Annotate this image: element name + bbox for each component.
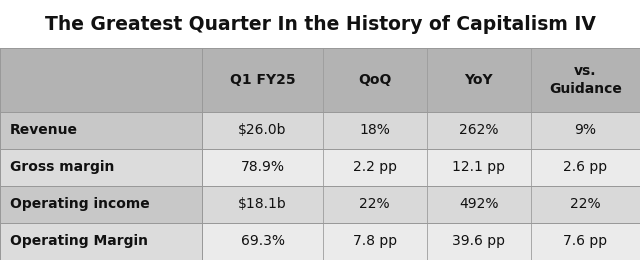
Bar	[0, 186, 202, 223]
Bar	[202, 112, 323, 149]
Bar	[202, 223, 323, 260]
Text: 262%: 262%	[459, 124, 499, 138]
Text: 22%: 22%	[570, 198, 600, 211]
Text: Gross margin: Gross margin	[10, 160, 115, 174]
Bar	[0, 112, 202, 149]
Bar	[531, 112, 640, 149]
Text: 22%: 22%	[360, 198, 390, 211]
Bar	[323, 48, 427, 112]
Bar	[323, 223, 427, 260]
Bar	[427, 186, 531, 223]
Bar	[427, 48, 531, 112]
Text: $18.1b: $18.1b	[238, 198, 287, 211]
Text: Q1 FY25: Q1 FY25	[230, 73, 296, 87]
Bar	[0, 223, 202, 260]
Bar	[531, 149, 640, 186]
Text: 492%: 492%	[459, 198, 499, 211]
Text: 69.3%: 69.3%	[241, 235, 285, 249]
Bar	[202, 48, 323, 112]
Bar	[323, 112, 427, 149]
Text: 2.6 pp: 2.6 pp	[563, 160, 607, 174]
Bar	[0, 48, 202, 112]
Bar	[427, 112, 531, 149]
Text: Operating income: Operating income	[10, 198, 150, 211]
Bar	[323, 149, 427, 186]
Bar	[0, 149, 202, 186]
Text: QoQ: QoQ	[358, 73, 392, 87]
Text: 78.9%: 78.9%	[241, 160, 285, 174]
Text: The Greatest Quarter In the History of Capitalism IV: The Greatest Quarter In the History of C…	[45, 15, 595, 34]
Text: 2.2 pp: 2.2 pp	[353, 160, 397, 174]
Text: Revenue: Revenue	[10, 124, 78, 138]
Bar	[427, 149, 531, 186]
Text: 39.6 pp: 39.6 pp	[452, 235, 505, 249]
Text: Operating Margin: Operating Margin	[10, 235, 148, 249]
Text: YoY: YoY	[464, 73, 493, 87]
Bar	[427, 223, 531, 260]
Text: 18%: 18%	[359, 124, 390, 138]
Text: $26.0b: $26.0b	[238, 124, 287, 138]
Bar	[202, 186, 323, 223]
Bar	[202, 149, 323, 186]
Text: 7.8 pp: 7.8 pp	[353, 235, 397, 249]
Bar	[531, 186, 640, 223]
Text: 7.6 pp: 7.6 pp	[563, 235, 607, 249]
Bar	[323, 186, 427, 223]
Text: vs.
Guidance: vs. Guidance	[549, 64, 621, 96]
Text: 12.1 pp: 12.1 pp	[452, 160, 505, 174]
Bar	[531, 223, 640, 260]
Bar	[531, 48, 640, 112]
Text: 9%: 9%	[574, 124, 596, 138]
